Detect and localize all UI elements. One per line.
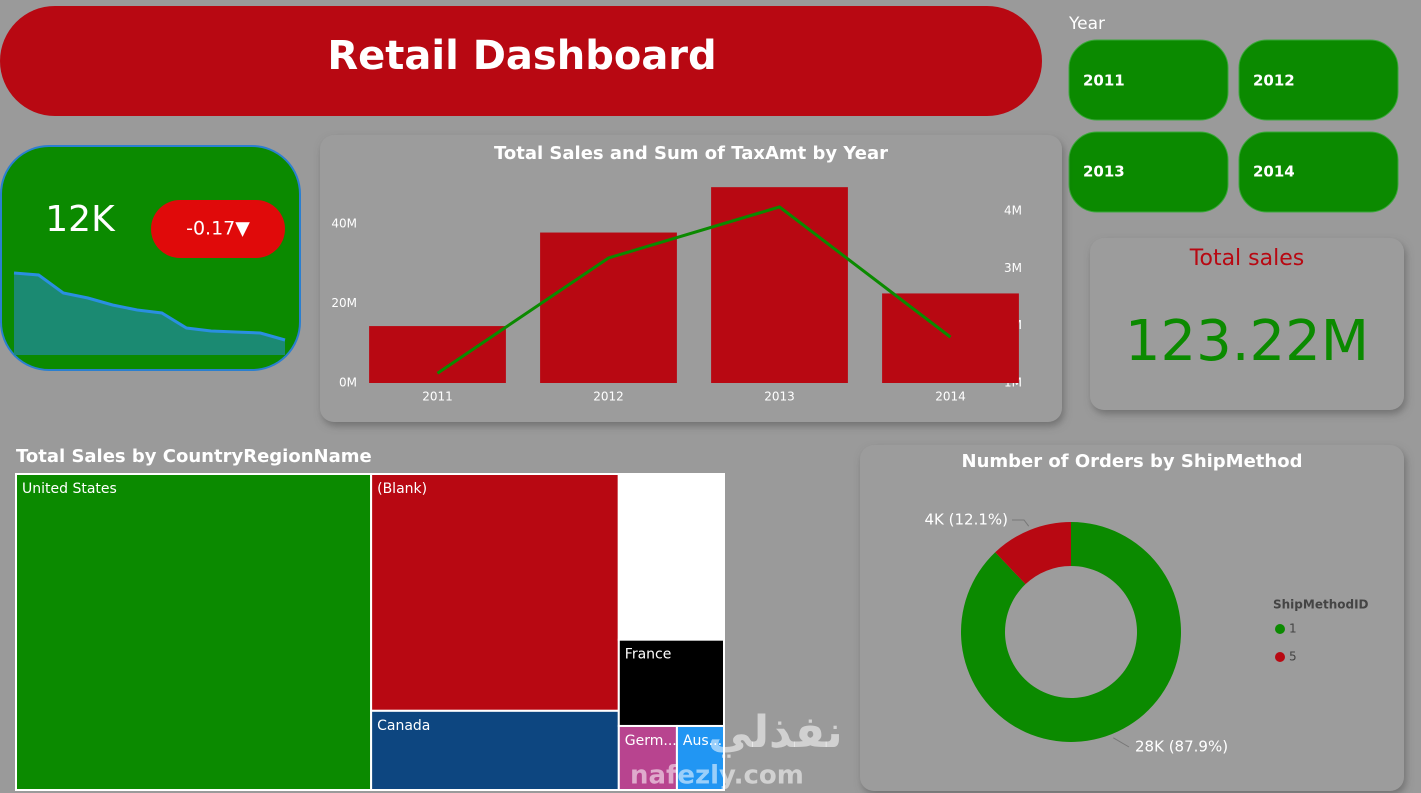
total-card bbox=[1090, 238, 1404, 410]
slicer-title: Year bbox=[1068, 14, 1105, 34]
slicer-option[interactable]: 2013 bbox=[1083, 163, 1125, 181]
x-tick-label: 2013 bbox=[764, 390, 795, 404]
kpi-value: 12K bbox=[45, 199, 116, 240]
bar bbox=[369, 326, 506, 383]
leader-line bbox=[1012, 519, 1030, 527]
x-tick-label: 2012 bbox=[593, 390, 624, 404]
chart-title: Total Sales and Sum of TaxAmt by Year bbox=[494, 143, 888, 164]
chart-title: Total Sales by CountryRegionName bbox=[16, 446, 372, 467]
slicer-button[interactable] bbox=[1238, 131, 1399, 213]
legend-label: 5 bbox=[1289, 650, 1297, 664]
line bbox=[436, 205, 952, 375]
chart-title: Number of Orders by ShipMethod bbox=[962, 451, 1303, 472]
x-tick-label: 2014 bbox=[935, 390, 966, 404]
treemap-cell bbox=[370, 473, 620, 712]
slicer-button[interactable] bbox=[1068, 131, 1229, 213]
kpi-change-pill bbox=[151, 200, 285, 258]
donut-slice bbox=[995, 522, 1071, 585]
data-label: 28K (87.9%) bbox=[1135, 738, 1228, 756]
bar bbox=[882, 293, 1019, 383]
treemap-cell bbox=[675, 724, 726, 792]
donut-slice bbox=[960, 522, 1181, 742]
slicer-option[interactable]: 2014 bbox=[1253, 163, 1295, 181]
treemap-label: Canada bbox=[377, 718, 430, 734]
y-tick-label: 20M bbox=[331, 296, 357, 310]
slicer-option[interactable]: 2012 bbox=[1253, 72, 1295, 90]
treemap-label: United States bbox=[22, 481, 117, 497]
legend-marker bbox=[1275, 652, 1285, 662]
watermark-text: نفذلي bbox=[708, 707, 843, 758]
y2-tick-label: 4M bbox=[1004, 203, 1022, 217]
legend-label: 1 bbox=[1289, 622, 1297, 636]
legend-marker bbox=[1275, 624, 1285, 634]
bar bbox=[711, 187, 848, 383]
leader-line bbox=[1113, 737, 1130, 748]
slicer-option[interactable]: 2011 bbox=[1083, 72, 1125, 90]
header-banner bbox=[0, 6, 1042, 116]
treemap-label: (Blank) bbox=[377, 481, 427, 497]
donut-card bbox=[860, 445, 1404, 791]
watermark-url: nafezly.com bbox=[630, 761, 804, 791]
dashboard-title: Retail Dashboard bbox=[327, 33, 716, 79]
treemap-cell bbox=[617, 473, 725, 641]
treemap-cell bbox=[15, 473, 373, 791]
treemap-cell bbox=[370, 709, 620, 792]
slicer-button[interactable] bbox=[1238, 39, 1399, 121]
charts: Total Sales and Sum of TaxAmt by Year 0M 2… bbox=[13, 143, 1369, 792]
sparkline-area bbox=[14, 273, 285, 355]
slicer-button[interactable] bbox=[1068, 39, 1229, 121]
treemap-cell bbox=[617, 638, 725, 727]
sparkline-line bbox=[13, 271, 286, 342]
treemap-label: Aus... bbox=[683, 733, 722, 749]
x-tick-label: 2011 bbox=[422, 390, 453, 404]
bar bbox=[540, 232, 677, 383]
slicer: 2011 2012 2013 2014 bbox=[1068, 39, 1399, 213]
y-tick-label: 0M bbox=[339, 376, 357, 390]
legend-title: ShipMethodID bbox=[1273, 598, 1369, 612]
treemap-label: France bbox=[625, 647, 672, 663]
y-tick-label: 40M bbox=[331, 216, 357, 230]
card-value: 123.22M bbox=[1125, 309, 1369, 374]
treemap-label: Germ... bbox=[625, 733, 677, 749]
treemap-cell bbox=[617, 724, 678, 792]
kpi-change: -0.17▼ bbox=[186, 218, 250, 240]
card-title: Total sales bbox=[1189, 246, 1304, 271]
y2-tick-label: 3M bbox=[1004, 261, 1022, 275]
data-label: 4K (12.1%) bbox=[924, 511, 1008, 529]
